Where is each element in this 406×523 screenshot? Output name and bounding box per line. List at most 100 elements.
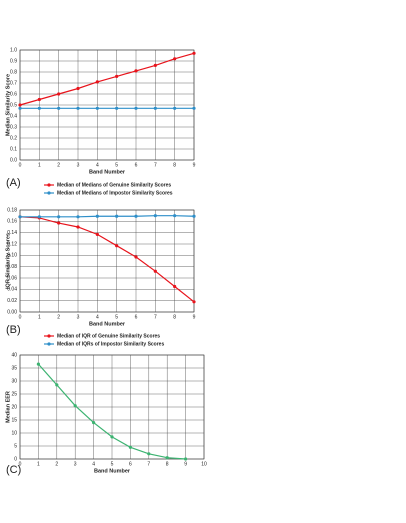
x-axis-title: Band Number	[89, 169, 126, 175]
data-point	[95, 80, 99, 84]
data-point	[95, 232, 99, 236]
x-tick-label: 3	[74, 461, 77, 467]
data-point	[37, 215, 41, 219]
y-tick-label: 0.12	[7, 241, 17, 247]
y-tick-label: 20	[11, 404, 17, 410]
y-tick-label: 15	[11, 417, 17, 423]
data-point	[134, 106, 138, 110]
series-line	[19, 52, 195, 106]
data-point	[18, 215, 22, 219]
x-tick-label: 2	[57, 162, 60, 168]
x-tick-label: 4	[92, 461, 95, 467]
x-tick-label: 7	[154, 314, 157, 320]
x-axis-title: Band Number	[89, 321, 126, 327]
x-tick-label: 6	[129, 461, 132, 467]
x-tick-label: 2	[55, 461, 58, 467]
y-axis-title: IQR Similarity Scores	[5, 233, 11, 289]
y-tick-label: 0.9	[10, 58, 17, 64]
y-tick-label: 0.3	[10, 124, 17, 130]
x-tick-label: 9	[184, 461, 187, 467]
y-tick-label: 35	[11, 365, 17, 371]
data-point	[95, 214, 99, 218]
plot-area	[19, 209, 195, 313]
legend-label: Median of Medians of Genuine Similarity …	[57, 182, 171, 188]
y-tick-label: 0.6	[10, 91, 17, 97]
x-tick-label: 3	[77, 314, 80, 320]
x-tick-label: 0	[19, 314, 22, 320]
y-tick-label: 0.06	[7, 275, 17, 281]
y-tick-label: 0.4	[10, 113, 17, 119]
data-point	[134, 69, 138, 73]
data-point	[192, 51, 196, 55]
data-point	[57, 92, 61, 96]
data-point	[92, 421, 96, 425]
data-point	[36, 362, 41, 366]
y-tick-label: 10	[11, 430, 17, 436]
y-tick-label: 1.0	[10, 47, 17, 53]
series-line	[20, 215, 195, 218]
x-tick-label: 1	[38, 162, 41, 168]
data-point	[192, 214, 196, 218]
y-tick-label: 0.08	[7, 264, 17, 270]
y-tick-label: 5	[14, 443, 17, 449]
x-tick-label: 5	[111, 461, 114, 467]
y-tick-label: 30	[11, 378, 17, 384]
data-point	[134, 214, 138, 218]
y-tick-label: 0	[14, 456, 17, 462]
y-tick-label: 40	[11, 352, 17, 358]
data-point	[173, 284, 177, 289]
y-axis-title: Median EER	[5, 391, 11, 423]
data-point	[192, 106, 196, 110]
data-point	[76, 225, 80, 229]
data-point	[173, 106, 177, 110]
x-tick-label: 6	[135, 162, 138, 168]
legend-label: Median of Medians of Impostor Similarity…	[57, 190, 173, 196]
x-tick-label: 10	[201, 461, 207, 467]
data-point	[153, 106, 157, 110]
data-point	[57, 106, 61, 110]
data-point	[110, 435, 114, 439]
y-tick-label: 25	[11, 391, 17, 397]
data-point	[134, 255, 138, 259]
data-point	[184, 457, 188, 461]
x-tick-label: 2	[57, 314, 60, 320]
data-point	[153, 63, 157, 67]
y-axis-title: Median Similarity Score	[5, 74, 11, 136]
x-tick-label: 1	[37, 461, 40, 467]
x-tick-label: 7	[154, 162, 157, 168]
data-point	[173, 57, 177, 61]
data-point	[115, 74, 119, 78]
data-point	[128, 445, 132, 449]
x-tick-label: 0	[19, 162, 22, 168]
x-tick-label: 0	[19, 461, 22, 467]
data-point	[153, 269, 157, 273]
y-tick-label: 0.5	[10, 102, 17, 108]
data-point	[76, 215, 80, 219]
legend-marker	[47, 342, 51, 346]
data-point	[165, 456, 169, 460]
legend-marker	[47, 183, 51, 187]
y-tick-label: 0.04	[7, 287, 17, 293]
panel-label: (C)	[6, 464, 21, 476]
y-tick-label: 0.0	[10, 157, 17, 163]
x-tick-label: 5	[115, 314, 118, 320]
data-point	[147, 452, 151, 456]
y-tick-label: 0.02	[7, 298, 17, 304]
x-tick-label: 7	[147, 461, 150, 467]
panel-label: (B)	[6, 324, 21, 336]
y-tick-label: 0.18	[7, 207, 17, 213]
y-tick-label: 0.00	[7, 309, 17, 315]
x-tick-label: 8	[173, 162, 176, 168]
x-tick-label: 6	[135, 314, 138, 320]
x-tick-label: 8	[166, 461, 169, 467]
panel-label: (A)	[6, 177, 21, 189]
x-tick-label: 3	[77, 162, 80, 168]
y-tick-label: 0.14	[7, 230, 17, 236]
x-tick-label: 8	[173, 314, 176, 320]
data-point	[18, 103, 22, 107]
data-point	[57, 221, 61, 225]
legend-label: Median of IQRs of Impostor Similarity Sc…	[57, 341, 164, 347]
data-point	[153, 214, 157, 218]
data-point	[192, 300, 196, 304]
